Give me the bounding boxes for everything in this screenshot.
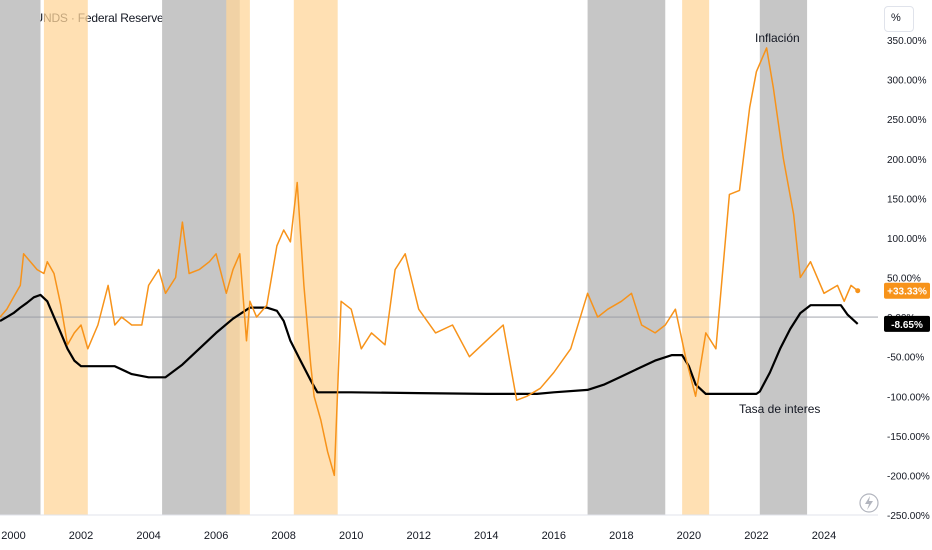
x-tick-label: 2002 — [69, 530, 93, 542]
inflation-value-label: +33.33% — [887, 287, 927, 298]
fed-value-label-bg — [884, 315, 930, 332]
inflation-last-point — [855, 288, 861, 294]
y-tick-label: -50.00% — [887, 353, 924, 364]
orange-band-3 — [682, 0, 710, 515]
fed-line — [0, 293, 859, 395]
annotations: Inflación Tasa de interes — [739, 31, 820, 416]
y-tick-label: 100.00% — [887, 234, 927, 245]
orange-band-2 — [293, 0, 338, 515]
x-tick-label: 2020 — [677, 530, 701, 542]
x-tick-label: 2006 — [204, 530, 228, 542]
y-tick-label: -200.00% — [887, 471, 930, 482]
y-tick-label: -250.00% — [887, 511, 930, 522]
y-tick-label: 300.00% — [887, 76, 927, 87]
y-tick-label: -150.00% — [887, 432, 930, 443]
x-tick-label: 2008 — [271, 530, 295, 542]
unit-toggle-button[interactable]: % — [884, 6, 914, 32]
x-tick-label: 2012 — [406, 530, 430, 542]
inflation-line — [0, 47, 859, 477]
y-tick-label: 250.00% — [887, 115, 927, 126]
y-tick-label: 150.00% — [887, 194, 927, 205]
x-tick-label: 2004 — [136, 530, 160, 542]
last-value-labels: +33.33% -8.65% — [884, 282, 930, 332]
y-tick-label: 350.00% — [887, 36, 927, 47]
y-tick-label: -100.00% — [887, 392, 930, 403]
x-tick-label: 2000 — [1, 530, 25, 542]
orange-band-0 — [43, 0, 88, 515]
lightning-icon[interactable] — [859, 493, 879, 513]
x-tick-label: 2016 — [542, 530, 566, 542]
highlight-bands — [0, 0, 808, 515]
rate-annotation: Tasa de interes — [739, 402, 820, 416]
gray-band-0 — [0, 0, 41, 515]
y-tick-label: 50.00% — [887, 274, 921, 285]
x-tick-label: 2018 — [609, 530, 633, 542]
fed-value-label: -8.65% — [891, 320, 923, 331]
x-tick-label: 2022 — [744, 530, 768, 542]
gray-band-3 — [759, 0, 808, 515]
inflation-value-label-bg — [884, 282, 930, 299]
inflation-annotation: Inflación — [755, 31, 800, 45]
x-tick-label: 2010 — [339, 530, 363, 542]
y-tick-label: 200.00% — [887, 155, 927, 166]
gray-band-2 — [587, 0, 666, 515]
series-lines — [0, 47, 861, 477]
x-tick-label: 2014 — [474, 530, 498, 542]
x-tick-label: 2024 — [812, 530, 836, 542]
y-axis: 350.00% 300.00% 250.00% 200.00% 150.00% 100.0… — [887, 36, 930, 522]
x-axis: 2000 2002 2004 2006 2008 2010 2012 2014 2016 2018… — [0, 514, 878, 542]
